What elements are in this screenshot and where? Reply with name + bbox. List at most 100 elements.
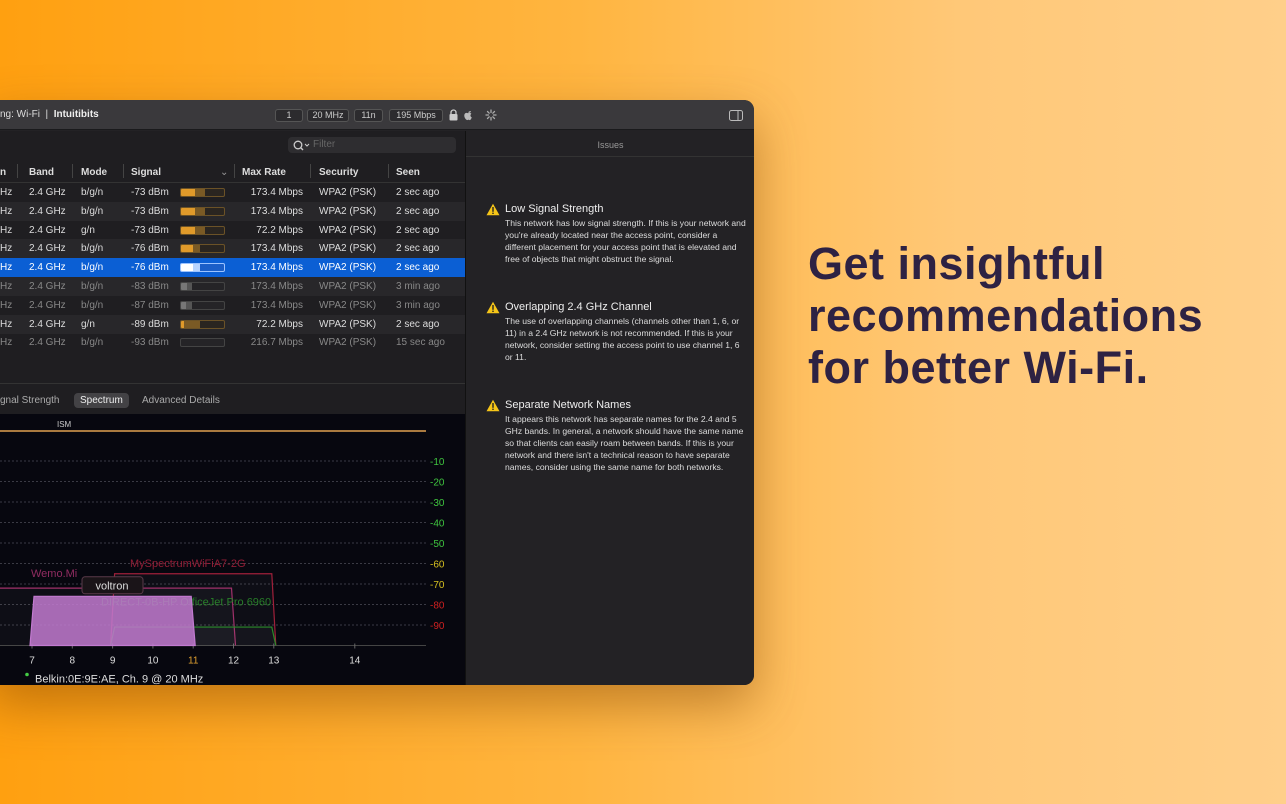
issue-title: Low Signal Strength <box>505 203 604 215</box>
seen-cell: 2 sec ago <box>396 224 440 236</box>
promo-line: recommendations <box>808 290 1204 341</box>
tab-advanced-details[interactable]: Advanced Details <box>142 395 220 406</box>
max-rate-cell: 72.2 Mbps <box>256 224 303 236</box>
signal-cell: -73 dBm <box>131 205 169 217</box>
mode-cell: g/n <box>81 318 95 330</box>
table-row[interactable]: Hz 2.4 GHz b/g/n -76 dBm WPA2 (PSK) 2 sec ago… <box>0 258 465 278</box>
signal-cell: -73 dBm <box>131 224 169 236</box>
channel-cell: Hz <box>0 262 13 274</box>
apple-icon <box>464 111 472 121</box>
network-shape <box>29 595 196 647</box>
signal-bar <box>180 263 225 273</box>
security-cell: WPA2 (PSK) <box>319 243 377 255</box>
column-header-seen[interactable]: Seen <box>396 167 420 178</box>
mode-cell: b/g/n <box>81 281 104 292</box>
column-header-channel[interactable]: n <box>0 167 7 178</box>
x-tick-label: 11 <box>188 656 199 667</box>
band-cell: 2.4 GHz <box>29 299 66 311</box>
issue-body: This network has low signal strength. If… <box>505 218 746 264</box>
table-row[interactable]: Hz 2.4 GHz b/g/n -73 dBm WPA2 (PSK) 2 sec ago… <box>0 201 465 221</box>
max-rate-cell: 173.4 Mbps <box>250 187 303 198</box>
security-cell: WPA2 (PSK) <box>319 224 377 236</box>
y-tick-label: -40 <box>430 519 445 530</box>
table-row[interactable]: Hz 2.4 GHz b/g/n -76 dBm WPA2 (PSK) 2 sec ago… <box>0 239 465 259</box>
toolbar: ng: Wi-Fi | Intuitibits 1 20 MHz 11n 195… <box>0 100 754 130</box>
band-cell: 2.4 GHz <box>29 224 66 236</box>
column-header-signal[interactable]: Signal <box>131 167 162 178</box>
table-row[interactable]: Hz 2.4 GHz b/g/n -87 dBm WPA2 (PSK) 3 min ago… <box>0 296 465 315</box>
signal-bar <box>180 244 225 254</box>
channel-cell: Hz <box>0 224 13 236</box>
channel-cell: Hz <box>0 205 13 217</box>
signal-cell: -89 dBm <box>131 318 169 330</box>
warning-icon <box>486 301 500 314</box>
issue-body: It appears this network has separate nam… <box>505 414 744 472</box>
sort-chevron-icon[interactable]: ⌄ <box>220 167 229 178</box>
app-window: ng: Wi-Fi | Intuitibits 1 20 MHz 11n 195… <box>0 100 754 685</box>
mode-cell: b/g/n <box>81 187 104 198</box>
mode-cell: b/g/n <box>81 262 104 274</box>
table-header: n Band Mode Signal ⌄ Max Rate Security S… <box>0 161 465 183</box>
issue-body: The use of overlapping channels (channel… <box>505 316 740 362</box>
column-header-security[interactable]: Security <box>319 167 359 178</box>
table-row[interactable]: Hz 2.4 GHz g/n -73 dBm WPA2 (PSK) 2 sec ago 72… <box>0 221 465 240</box>
tab-spectrum[interactable]: Spectrum <box>74 393 129 408</box>
column-header-band[interactable]: Band <box>29 167 54 178</box>
column-header-mode[interactable]: Mode <box>81 167 108 178</box>
lock-icon <box>449 109 458 121</box>
sidebar-toggle-icon[interactable] <box>729 110 743 121</box>
security-cell: WPA2 (PSK) <box>319 281 377 292</box>
mode-cell: b/g/n <box>81 299 104 311</box>
issue-item: Low Signal Strength This network has low … <box>486 203 746 265</box>
table-row[interactable]: Hz 2.4 GHz b/g/n -83 dBm WPA2 (PSK) 3 min ago… <box>0 277 465 296</box>
spectrum-svg: ISM -10 -20 -30 -40 -50 -60 -70 -80 -90 7 8 9 10 11 12 1… <box>0 420 445 685</box>
band-cell: 2.4 GHz <box>29 262 66 274</box>
channel-cell: Hz <box>0 318 13 330</box>
tooltip-label: voltron <box>95 580 128 592</box>
signal-bar <box>180 225 225 235</box>
table-row[interactable]: Hz 2.4 GHz b/g/n -73 dBm WPA2 (PSK) 2 sec ago… <box>0 183 465 202</box>
mode-chip[interactable]: 11n <box>354 109 383 122</box>
seen-cell: 2 sec ago <box>396 318 440 330</box>
legend-dot <box>25 672 29 677</box>
warning-icon <box>486 203 500 216</box>
issue-title: Separate Network Names <box>505 399 631 411</box>
signal-cell: -73 dBm <box>131 187 169 198</box>
seen-cell: 2 sec ago <box>396 205 440 217</box>
rate-chip[interactable]: 195 Mbps <box>389 109 443 122</box>
channel-cell: Hz <box>0 281 13 292</box>
security-cell: WPA2 (PSK) <box>319 262 377 274</box>
channel-cell: Hz <box>0 299 13 311</box>
network-label: MySpectrumWiFiA7-2G <box>130 558 246 570</box>
channel-cell: Hz <box>0 337 13 349</box>
table-row[interactable]: Hz 2.4 GHz g/n -89 dBm WPA2 (PSK) 2 sec ago 72… <box>0 314 465 334</box>
tab-signal-strength[interactable]: gnal Strength <box>0 395 60 406</box>
x-tick-label: 13 <box>268 656 280 667</box>
ism-label: ISM <box>57 420 72 429</box>
column-header-max-rate[interactable]: Max Rate <box>242 167 286 178</box>
x-tick-label: 10 <box>147 656 159 667</box>
table-row[interactable]: Hz 2.4 GHz b/g/n -93 dBm WPA2 (PSK) 15 sec ag… <box>0 333 465 352</box>
channel-cell: Hz <box>0 187 13 198</box>
x-tick-label: 7 <box>29 656 35 667</box>
security-cell: WPA2 (PSK) <box>319 299 377 311</box>
security-cell: WPA2 (PSK) <box>319 205 377 217</box>
y-tick-label: -20 <box>430 478 445 489</box>
signal-cell: -87 dBm <box>131 299 169 311</box>
max-rate-cell: 173.4 Mbps <box>250 281 303 292</box>
seen-cell: 15 sec ago <box>396 337 445 349</box>
network-list-pane: Filter n Band Mode Signal ⌄ Max Rate Sec… <box>0 131 465 685</box>
channel-cell: Hz <box>0 243 13 255</box>
promo-line: Get insightful <box>808 238 1105 289</box>
filter-placeholder: Filter <box>313 139 336 150</box>
x-tick-label: 12 <box>228 656 240 667</box>
filter-input[interactable]: Filter <box>288 137 456 153</box>
seen-cell: 3 min ago <box>396 299 440 311</box>
signal-bar <box>180 300 225 310</box>
signal-cell: -83 dBm <box>131 281 169 292</box>
y-tick-label: -10 <box>430 457 445 468</box>
max-rate-cell: 216.7 Mbps <box>250 337 303 349</box>
width-chip[interactable]: 20 MHz <box>307 109 349 122</box>
channel-chip[interactable]: 1 <box>275 109 303 122</box>
seen-cell: 3 min ago <box>396 281 440 292</box>
